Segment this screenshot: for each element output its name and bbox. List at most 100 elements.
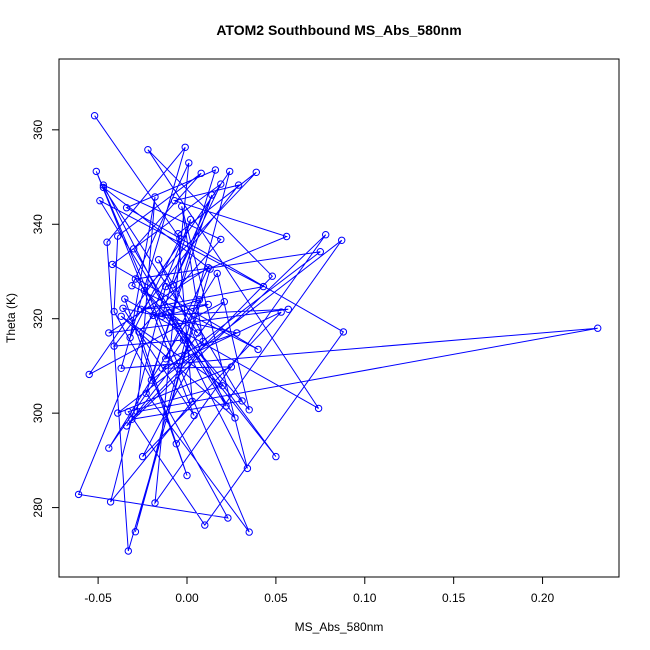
data-point [183, 471, 191, 480]
y-tick-label: 280 [31, 497, 45, 517]
data-point [197, 169, 205, 178]
data-point [314, 404, 323, 413]
data-point [224, 514, 232, 522]
data-point [158, 364, 166, 372]
data-point [199, 337, 207, 346]
data-point [110, 307, 118, 316]
data-point [162, 282, 170, 291]
data-point [594, 324, 602, 332]
y-axis-label: Theta (K) [4, 293, 18, 343]
data-point [99, 183, 108, 192]
data-point [208, 191, 216, 199]
data-point [222, 402, 230, 410]
data-point [103, 238, 111, 246]
data-point [114, 409, 122, 417]
data-point [259, 282, 268, 291]
data-point [181, 143, 189, 152]
data-point [130, 245, 138, 253]
data-point [121, 295, 129, 303]
data-point [92, 167, 101, 176]
data-point [162, 355, 170, 363]
data-point [117, 312, 125, 320]
x-axis: -0.05 0.00 0.05 0.10 0.15 0.20 [84, 576, 555, 605]
data-point [226, 167, 234, 176]
data-point [90, 112, 99, 120]
data-point [217, 235, 225, 244]
data-point [105, 444, 113, 452]
series-lines [77, 115, 598, 552]
data-point [217, 180, 225, 188]
data-point [108, 260, 117, 269]
data-point [140, 286, 149, 295]
data-point [227, 363, 236, 371]
x-tick-label: 0.05 [264, 591, 288, 605]
data-point [218, 382, 227, 390]
x-tick-label: 0.00 [175, 591, 199, 605]
data-point [119, 304, 127, 312]
x-tick-label: 0.15 [442, 591, 466, 605]
data-point [149, 311, 157, 320]
data-point [179, 336, 188, 344]
data-point [243, 464, 252, 473]
data-point [154, 256, 163, 264]
data-point [339, 328, 348, 336]
chart-title: ATOM2 Southbound MS_Abs_580nm [216, 22, 461, 38]
data-point [124, 408, 133, 416]
data-point [194, 329, 202, 337]
data-point [117, 364, 125, 372]
data-point [144, 146, 152, 154]
data-point [178, 202, 186, 211]
data-point [158, 312, 166, 320]
data-point [106, 498, 115, 506]
data-point [238, 397, 246, 405]
data-point [137, 305, 145, 313]
data-point [174, 230, 182, 238]
data-point [131, 528, 140, 536]
data-point [110, 342, 118, 350]
data-point [122, 204, 131, 212]
data-point [190, 411, 198, 420]
data-point [254, 345, 262, 354]
data-point [122, 422, 131, 430]
data-point [268, 272, 276, 280]
data-point [252, 168, 260, 177]
data-point [188, 397, 197, 405]
data-point [96, 197, 104, 205]
data-point [185, 159, 193, 167]
data-point [272, 452, 280, 461]
x-tick-label: 0.20 [531, 591, 555, 605]
data-point [233, 329, 241, 337]
series-points [74, 112, 602, 555]
data-point [114, 232, 122, 240]
data-point [151, 499, 159, 507]
data-point [245, 406, 253, 414]
data-point [172, 440, 181, 448]
y-tick-label: 300 [31, 403, 45, 423]
data-point [282, 232, 291, 241]
data-point [277, 308, 285, 316]
data-point [135, 328, 143, 336]
data-point [186, 215, 195, 224]
data-point [74, 490, 83, 499]
data-point [124, 547, 133, 555]
data-point [206, 265, 214, 273]
data-point [147, 376, 156, 384]
data-point [245, 528, 253, 536]
series-line [77, 115, 598, 552]
data-point [85, 370, 93, 379]
data-point [142, 389, 150, 397]
data-point [128, 415, 136, 423]
data-point [220, 298, 229, 306]
data-point [169, 281, 177, 289]
data-point [234, 181, 243, 189]
data-point [195, 296, 204, 304]
data-point [213, 269, 221, 278]
data-point [128, 282, 136, 290]
x-axis-label: MS_Abs_580nm [295, 620, 384, 634]
data-point [138, 452, 147, 461]
data-point [105, 329, 113, 337]
y-tick-label: 340 [31, 214, 45, 234]
data-point [211, 166, 220, 174]
y-tick-label: 320 [31, 308, 45, 328]
